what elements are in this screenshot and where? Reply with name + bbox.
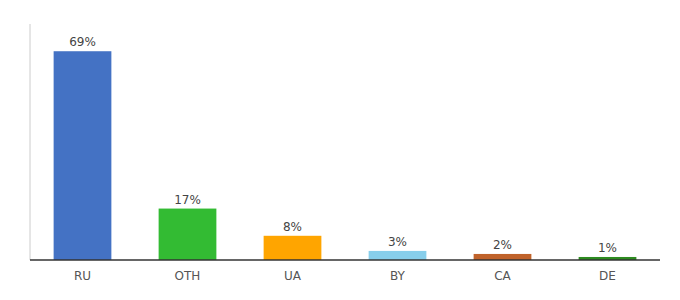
data-label: 17% (174, 193, 201, 207)
bar (369, 251, 427, 260)
x-tick-label: RU (74, 269, 91, 283)
x-tick-label: OTH (175, 269, 201, 283)
x-axis-line (30, 259, 660, 261)
data-label: 3% (388, 235, 407, 249)
bar (474, 254, 532, 260)
x-tick-label: BY (390, 269, 406, 283)
data-label: 2% (493, 238, 512, 252)
chart: 69% 17% 8% 3% 2% 1% RU OTH UA BY CA DE (0, 0, 680, 300)
x-tick-label: UA (284, 269, 302, 283)
data-label: 1% (598, 241, 617, 255)
bar (264, 236, 322, 260)
y-axis-line (30, 24, 31, 260)
bars (54, 51, 637, 260)
bar (159, 209, 217, 260)
bar (54, 51, 112, 260)
x-tick-label: CA (494, 269, 511, 283)
chart-container: 69% 17% 8% 3% 2% 1% RU OTH UA BY CA DE (0, 0, 680, 300)
data-label: 69% (69, 35, 96, 49)
x-tick-label: DE (599, 269, 616, 283)
data-label: 8% (283, 220, 302, 234)
